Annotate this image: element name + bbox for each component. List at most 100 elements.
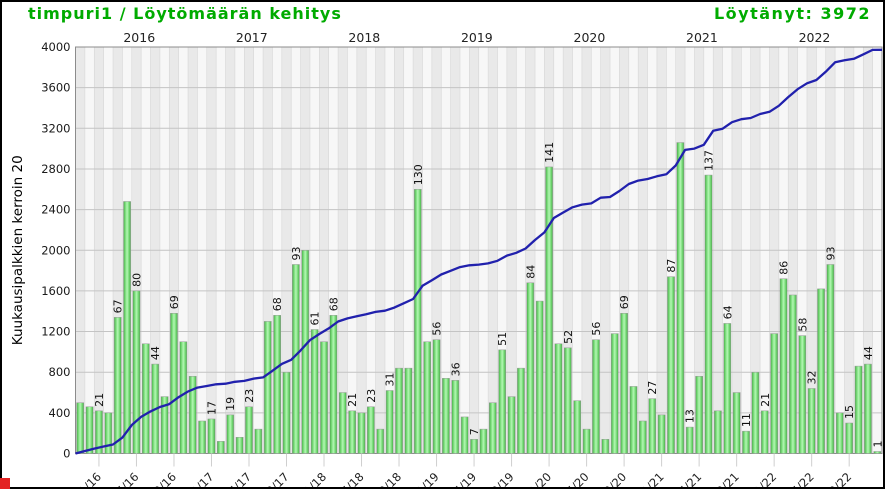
- find-bar: [817, 288, 825, 454]
- find-bar: [573, 400, 582, 454]
- find-bar: [854, 365, 863, 454]
- x-tick-label: 1/17: [188, 470, 216, 489]
- x-tick-labels: 1/16 5/16 9/16 1/17 5/17 9/17 1/18 5/18 9/18 1/19…: [76, 453, 854, 489]
- find-bar: [413, 189, 422, 454]
- bar-value-label: 68: [271, 297, 284, 311]
- find-bar: [404, 367, 413, 454]
- x-tick-label: 9/16: [151, 470, 179, 489]
- y-axis-tick-label: 2800: [41, 162, 70, 176]
- bar-value-label: 93: [290, 246, 303, 260]
- find-bar: [460, 416, 469, 454]
- find-bar: [395, 367, 403, 454]
- bar-value-label: 1: [871, 440, 884, 447]
- year-label: 2022: [799, 30, 831, 45]
- x-tick-label: 9/18: [376, 470, 404, 489]
- find-bar: [760, 410, 769, 454]
- plot-frame: [75, 46, 883, 454]
- y-axis-tick-label: 3600: [41, 81, 70, 95]
- find-bar: [592, 339, 600, 454]
- find-bar: [123, 201, 131, 454]
- find-bar: [95, 410, 103, 454]
- find-bar: [714, 410, 722, 454]
- bar-value-label: 15: [843, 405, 856, 419]
- bar-value-label: 51: [496, 332, 509, 346]
- bar-value-label: 86: [778, 261, 791, 275]
- find-bar: [620, 313, 628, 454]
- find-bar: [432, 339, 441, 454]
- find-bar: [873, 451, 882, 454]
- chart-title: timpuri1 / Löytömäärän kehitys: [28, 4, 342, 23]
- find-bar: [385, 390, 394, 454]
- x-tick-label: 9/17: [263, 470, 291, 489]
- bar-value-label: 93: [824, 246, 837, 260]
- find-bar: [198, 420, 206, 454]
- find-bar: [564, 347, 572, 454]
- find-bar: [310, 329, 319, 454]
- year-label: 2021: [686, 30, 718, 45]
- find-bar: [470, 439, 478, 454]
- bar-value-label: 32: [806, 370, 819, 384]
- bar-value-label: 19: [224, 397, 237, 411]
- y-axis-tick-label: 800: [49, 365, 71, 379]
- bar-value-label: 17: [205, 401, 218, 415]
- y-axis-tick-label: 1600: [41, 284, 70, 298]
- find-bar: [648, 398, 657, 454]
- find-bar: [207, 418, 216, 454]
- find-bar: [442, 378, 450, 454]
- bar-value-label: 64: [721, 305, 734, 319]
- find-bar: [742, 430, 750, 454]
- find-bar: [188, 376, 197, 454]
- bar-value-label: 58: [796, 318, 809, 332]
- y-axis-tick-label: 3200: [41, 121, 70, 135]
- geocache-watermark: Geocache.fi: [0, 405, 3, 476]
- find-bar: [695, 376, 703, 454]
- bar-value-label: 21: [346, 393, 359, 407]
- bar-value-label: 52: [562, 330, 575, 344]
- y-axis-tick-label: 400: [49, 406, 71, 420]
- find-bar: [657, 414, 666, 454]
- year-label: 2019: [461, 30, 493, 45]
- find-bar: [535, 300, 544, 454]
- bar-value-label: 13: [684, 409, 697, 423]
- year-label: 2017: [236, 30, 268, 45]
- y-axis-tick-label: 2400: [41, 203, 70, 217]
- find-bar: [338, 392, 347, 454]
- bar-value-label: 44: [862, 346, 875, 360]
- find-bar: [864, 363, 872, 454]
- bar-value-label: 141: [543, 142, 556, 163]
- x-tick-label: 5/18: [338, 470, 366, 489]
- find-bar: [423, 341, 432, 454]
- bar-value-label: 44: [149, 346, 162, 360]
- find-bar: [798, 335, 807, 454]
- find-bar: [488, 402, 497, 454]
- find-bar: [170, 313, 178, 454]
- red-corner-square: [0, 478, 10, 489]
- bar-value-label: 23: [243, 389, 256, 403]
- find-bar: [826, 264, 835, 454]
- year-label: 2020: [574, 30, 606, 45]
- x-tick-label: 5/17: [226, 470, 254, 489]
- total-found-label: Löytänyt: 3972: [713, 4, 871, 23]
- find-bar: [667, 276, 675, 454]
- bar-value-label: 27: [646, 381, 659, 395]
- x-tick-label: 1/19: [414, 470, 442, 489]
- find-bar: [320, 341, 328, 454]
- find-bar: [226, 414, 235, 454]
- x-tick-label: 5/19: [451, 470, 479, 489]
- find-bar: [245, 406, 253, 454]
- year-labels: 2016 2017 2018 2019 2020 2021 2022: [123, 30, 830, 45]
- find-bar: [526, 282, 535, 454]
- bar-value-label: 56: [590, 322, 603, 336]
- bar-value-label: 21: [759, 393, 772, 407]
- x-tick-label: 1/16: [76, 470, 104, 489]
- find-bar: [498, 349, 507, 454]
- x-tick-label: 1/20: [526, 470, 554, 489]
- find-bar: [789, 294, 797, 454]
- bar-value-label: 67: [112, 299, 125, 313]
- find-bar: [76, 402, 85, 454]
- find-bar: [273, 315, 281, 454]
- bar-value-label: 69: [168, 295, 181, 309]
- bar-value-label: 61: [309, 312, 322, 326]
- x-tick-label: 1/18: [301, 470, 329, 489]
- x-tick-label: 1/22: [751, 470, 779, 489]
